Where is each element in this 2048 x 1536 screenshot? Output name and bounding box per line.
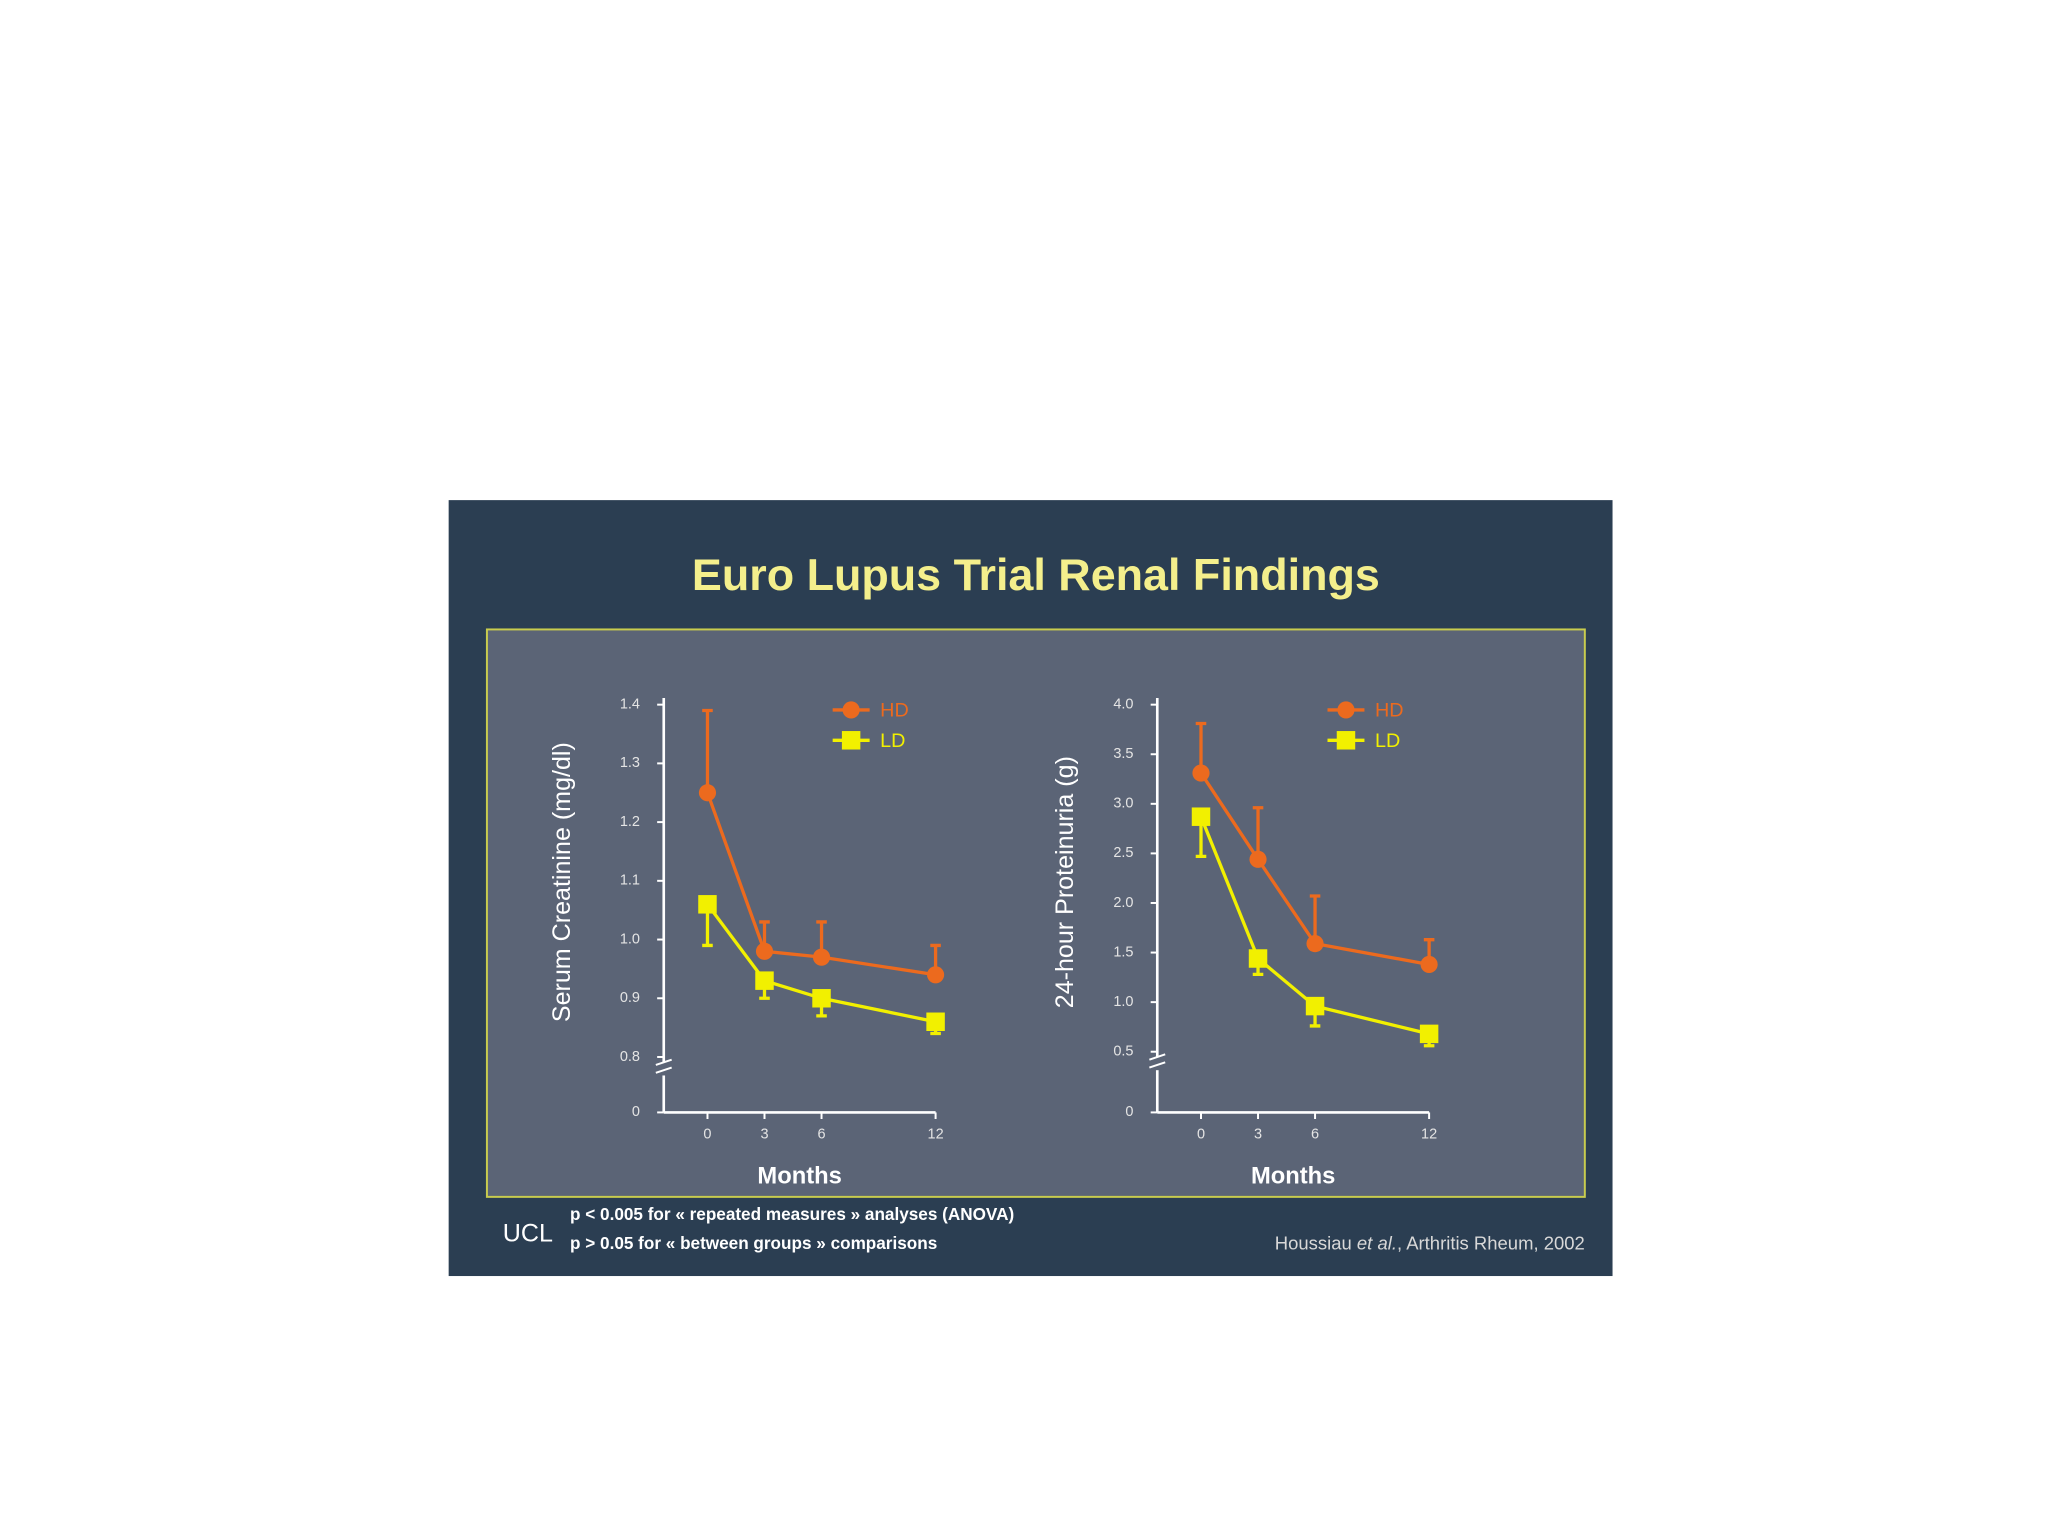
x-tick-label: 3 [760, 1127, 768, 1143]
y-tick-label: 1.3 [620, 755, 640, 771]
x-tick-label: 0 [1197, 1127, 1205, 1143]
series-line [706, 903, 936, 1024]
y-tick-label: 4.0 [1113, 696, 1133, 712]
error-bar [1252, 806, 1264, 860]
x-tick-label: 0 [703, 1127, 711, 1143]
y-tick-label: 0.5 [1113, 1044, 1133, 1060]
error-bar [702, 708, 713, 793]
marker [927, 966, 945, 984]
y-tick-label: 3.5 [1113, 746, 1133, 762]
marker [1249, 850, 1267, 868]
legend-marker [1337, 701, 1355, 719]
y-tick-label: 2.0 [1113, 895, 1133, 911]
y-axis-title: Serum Creatinine (mg/dl) [548, 742, 576, 1022]
legend-label: HD [880, 699, 909, 721]
legend-label: LD [1375, 730, 1400, 752]
footnote: p < 0.005 for « repeated measures » anal… [570, 1204, 1014, 1224]
citation-part: , Arthritis Rheum, 2002 [1397, 1232, 1585, 1253]
legend-marker [1336, 731, 1356, 750]
x-tick-label: 12 [1421, 1127, 1437, 1143]
marker [1419, 1024, 1439, 1044]
marker [1420, 955, 1438, 974]
y-tick-label: 1.4 [620, 696, 640, 712]
y-tick-label: 1.0 [1113, 994, 1133, 1010]
x-axis-title: Months [757, 1162, 841, 1189]
marker [812, 948, 831, 966]
x-tick-label: 6 [1311, 1127, 1319, 1143]
y-tick-label: 0.9 [620, 990, 640, 1006]
marker [812, 989, 831, 1008]
x-axis-title: Months [1251, 1162, 1335, 1189]
y-tick-label: 1.2 [620, 814, 640, 830]
citation-part: et al. [1357, 1232, 1397, 1253]
series-line [1199, 816, 1430, 1036]
marker [1306, 935, 1324, 953]
series-line [705, 792, 936, 977]
marker [1248, 949, 1268, 968]
legend-marker [841, 731, 861, 750]
slide-title: Euro Lupus Trial Renal Findings [692, 549, 1380, 600]
legend-marker [842, 701, 860, 719]
footnote: p > 0.05 for « between groups » comparis… [570, 1233, 937, 1253]
y-tick-label: 0.8 [620, 1049, 640, 1065]
citation-part: Houssiau [1275, 1232, 1357, 1253]
axis-break [655, 1058, 672, 1074]
y-tick-label: 0 [632, 1104, 640, 1120]
marker [698, 895, 717, 914]
y-tick-label: 1.0 [620, 931, 640, 947]
marker [1192, 764, 1210, 782]
axis-break [1149, 1053, 1166, 1069]
marker [698, 784, 717, 802]
logo: UCL [503, 1220, 553, 1248]
chart-panel [485, 628, 1586, 1198]
x-tick-label: 12 [928, 1127, 944, 1143]
legend-label: HD [1375, 699, 1404, 721]
x-tick-label: 3 [1254, 1127, 1262, 1143]
marker [755, 971, 774, 990]
y-tick-label: 3.0 [1113, 796, 1133, 812]
marker [926, 1012, 945, 1031]
y-tick-label: 1.1 [620, 873, 640, 889]
y-tick-label: 0 [1125, 1104, 1133, 1120]
citation: Houssiau et al., Arthritis Rheum, 2002 [1275, 1232, 1585, 1253]
y-tick-label: 2.5 [1113, 845, 1133, 861]
y-tick-label: 1.5 [1113, 944, 1133, 960]
y-axis-title: 24-hour Proteinuria (g) [1051, 756, 1079, 1008]
x-tick-label: 6 [817, 1127, 825, 1143]
series-line [1199, 772, 1430, 967]
marker [1191, 807, 1211, 826]
marker [1305, 996, 1325, 1016]
marker [755, 942, 774, 960]
legend-label: LD [880, 730, 905, 752]
